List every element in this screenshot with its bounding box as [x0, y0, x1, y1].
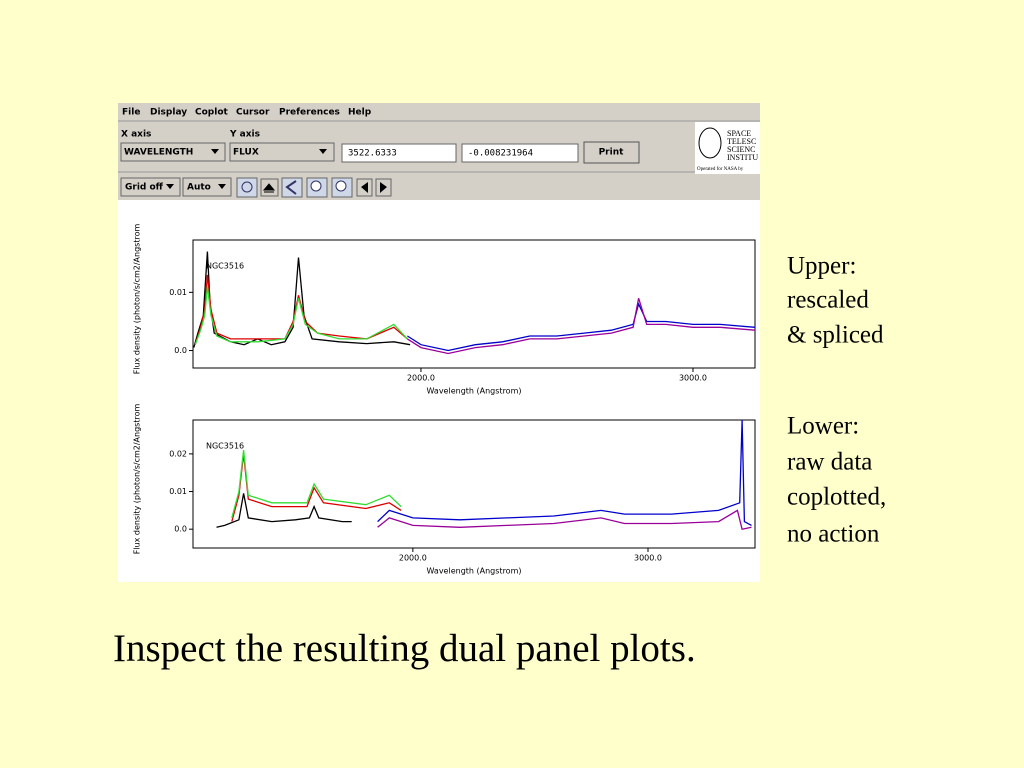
- spectrum-line: [231, 450, 402, 519]
- y-axis-combo[interactable]: [229, 142, 335, 162]
- spectrum-line: [194, 286, 408, 345]
- logo-caption: Operated for NASA by: [697, 167, 744, 172]
- combo-arrow: [319, 149, 327, 154]
- y-tick-label: 0.0: [174, 346, 187, 355]
- plot-frame: [192, 419, 756, 549]
- menu-item[interactable]: File: [122, 108, 140, 118]
- icon: [285, 180, 297, 195]
- spectrum-line: [377, 509, 752, 530]
- y-axis-title: Flux density (photon/s/cm2/Angstrom: [133, 404, 142, 555]
- note-line: & spliced: [787, 322, 884, 349]
- logo-line: TELESC: [727, 137, 756, 146]
- print-label: Print: [599, 148, 625, 158]
- icon: [262, 183, 276, 193]
- note-line: rescaled: [787, 287, 869, 314]
- plot-annotation: NGC3516: [206, 442, 244, 451]
- logo-box: [695, 122, 760, 174]
- menu-item[interactable]: Display: [150, 108, 187, 118]
- cursor-x-field[interactable]: [341, 143, 457, 163]
- note-line: Lower:: [787, 413, 859, 440]
- refresh-button[interactable]: [236, 177, 258, 198]
- cursor-y-field[interactable]: [461, 143, 579, 163]
- note-line: coplotted,: [787, 484, 886, 511]
- logo-line: SCIENC: [727, 145, 755, 154]
- note-line: Upper:: [787, 253, 856, 280]
- icon: [310, 180, 322, 192]
- x-axis-label: X axis: [121, 130, 151, 140]
- grid-choice: Grid off: [125, 183, 164, 193]
- x-axis-combo[interactable]: [120, 142, 226, 162]
- spectrum-line: [407, 302, 755, 352]
- icon: [335, 180, 347, 192]
- spectrum-line: [193, 251, 411, 348]
- spectrum-line: [407, 298, 755, 355]
- cursor-y: -0.008231964: [468, 149, 533, 159]
- menu-item[interactable]: Help: [348, 108, 372, 118]
- icon: [241, 181, 253, 193]
- plot-annotation: NGC3516: [206, 262, 244, 271]
- menu-item[interactable]: Cursor: [236, 108, 270, 118]
- x-tick-label: 2000.0: [399, 554, 427, 563]
- print-button[interactable]: [583, 141, 640, 164]
- x-tick-label: 3000.0: [634, 554, 662, 563]
- x-tick-label: 2000.0: [407, 374, 435, 383]
- y-tick-label: 0.0: [174, 525, 187, 534]
- note-line: raw data: [787, 449, 872, 476]
- back-button[interactable]: [281, 177, 303, 198]
- combo-arrow: [211, 149, 219, 154]
- spectrum-line: [377, 420, 752, 526]
- scale-choice: Auto: [187, 183, 211, 193]
- spectrum-line: [216, 493, 352, 528]
- combo-arrow: [166, 184, 174, 189]
- combo-arrow: [218, 184, 226, 189]
- slide-title: Inspect the resulting dual panel plots.: [113, 627, 696, 670]
- logo-line: SPACE: [727, 129, 751, 138]
- scale-combo[interactable]: [182, 177, 232, 197]
- x-axis-title: Wavelength (Angstrom): [427, 567, 522, 576]
- y-axis-choice: FLUX: [233, 148, 259, 158]
- x-axis-title: Wavelength (Angstrom): [427, 387, 522, 396]
- y-tick-label: 0.01: [169, 487, 187, 496]
- toolbar-icons: [236, 177, 392, 198]
- y-tick-label: 0.02: [169, 449, 187, 458]
- y-axis-title: Flux density (photon/s/cm2/Angstrom: [133, 224, 142, 375]
- x-axis-choice: WAVELENGTH: [124, 148, 193, 158]
- menu-item[interactable]: Preferences: [279, 108, 340, 118]
- note-line: no action: [787, 521, 880, 548]
- x-tick-label: 3000.0: [679, 374, 707, 383]
- menu-item[interactable]: Coplot: [195, 108, 228, 118]
- y-tick-label: 0.01: [169, 288, 187, 297]
- logo-mark: [698, 127, 722, 159]
- plot-frame: [192, 239, 756, 369]
- grid-combo[interactable]: [120, 177, 181, 197]
- icon: [380, 182, 387, 193]
- logo-line: INSTITU: [727, 153, 758, 162]
- icon: [361, 182, 368, 193]
- cursor-x: 3522.6333: [348, 149, 397, 159]
- y-axis-label: Y axis: [229, 130, 260, 140]
